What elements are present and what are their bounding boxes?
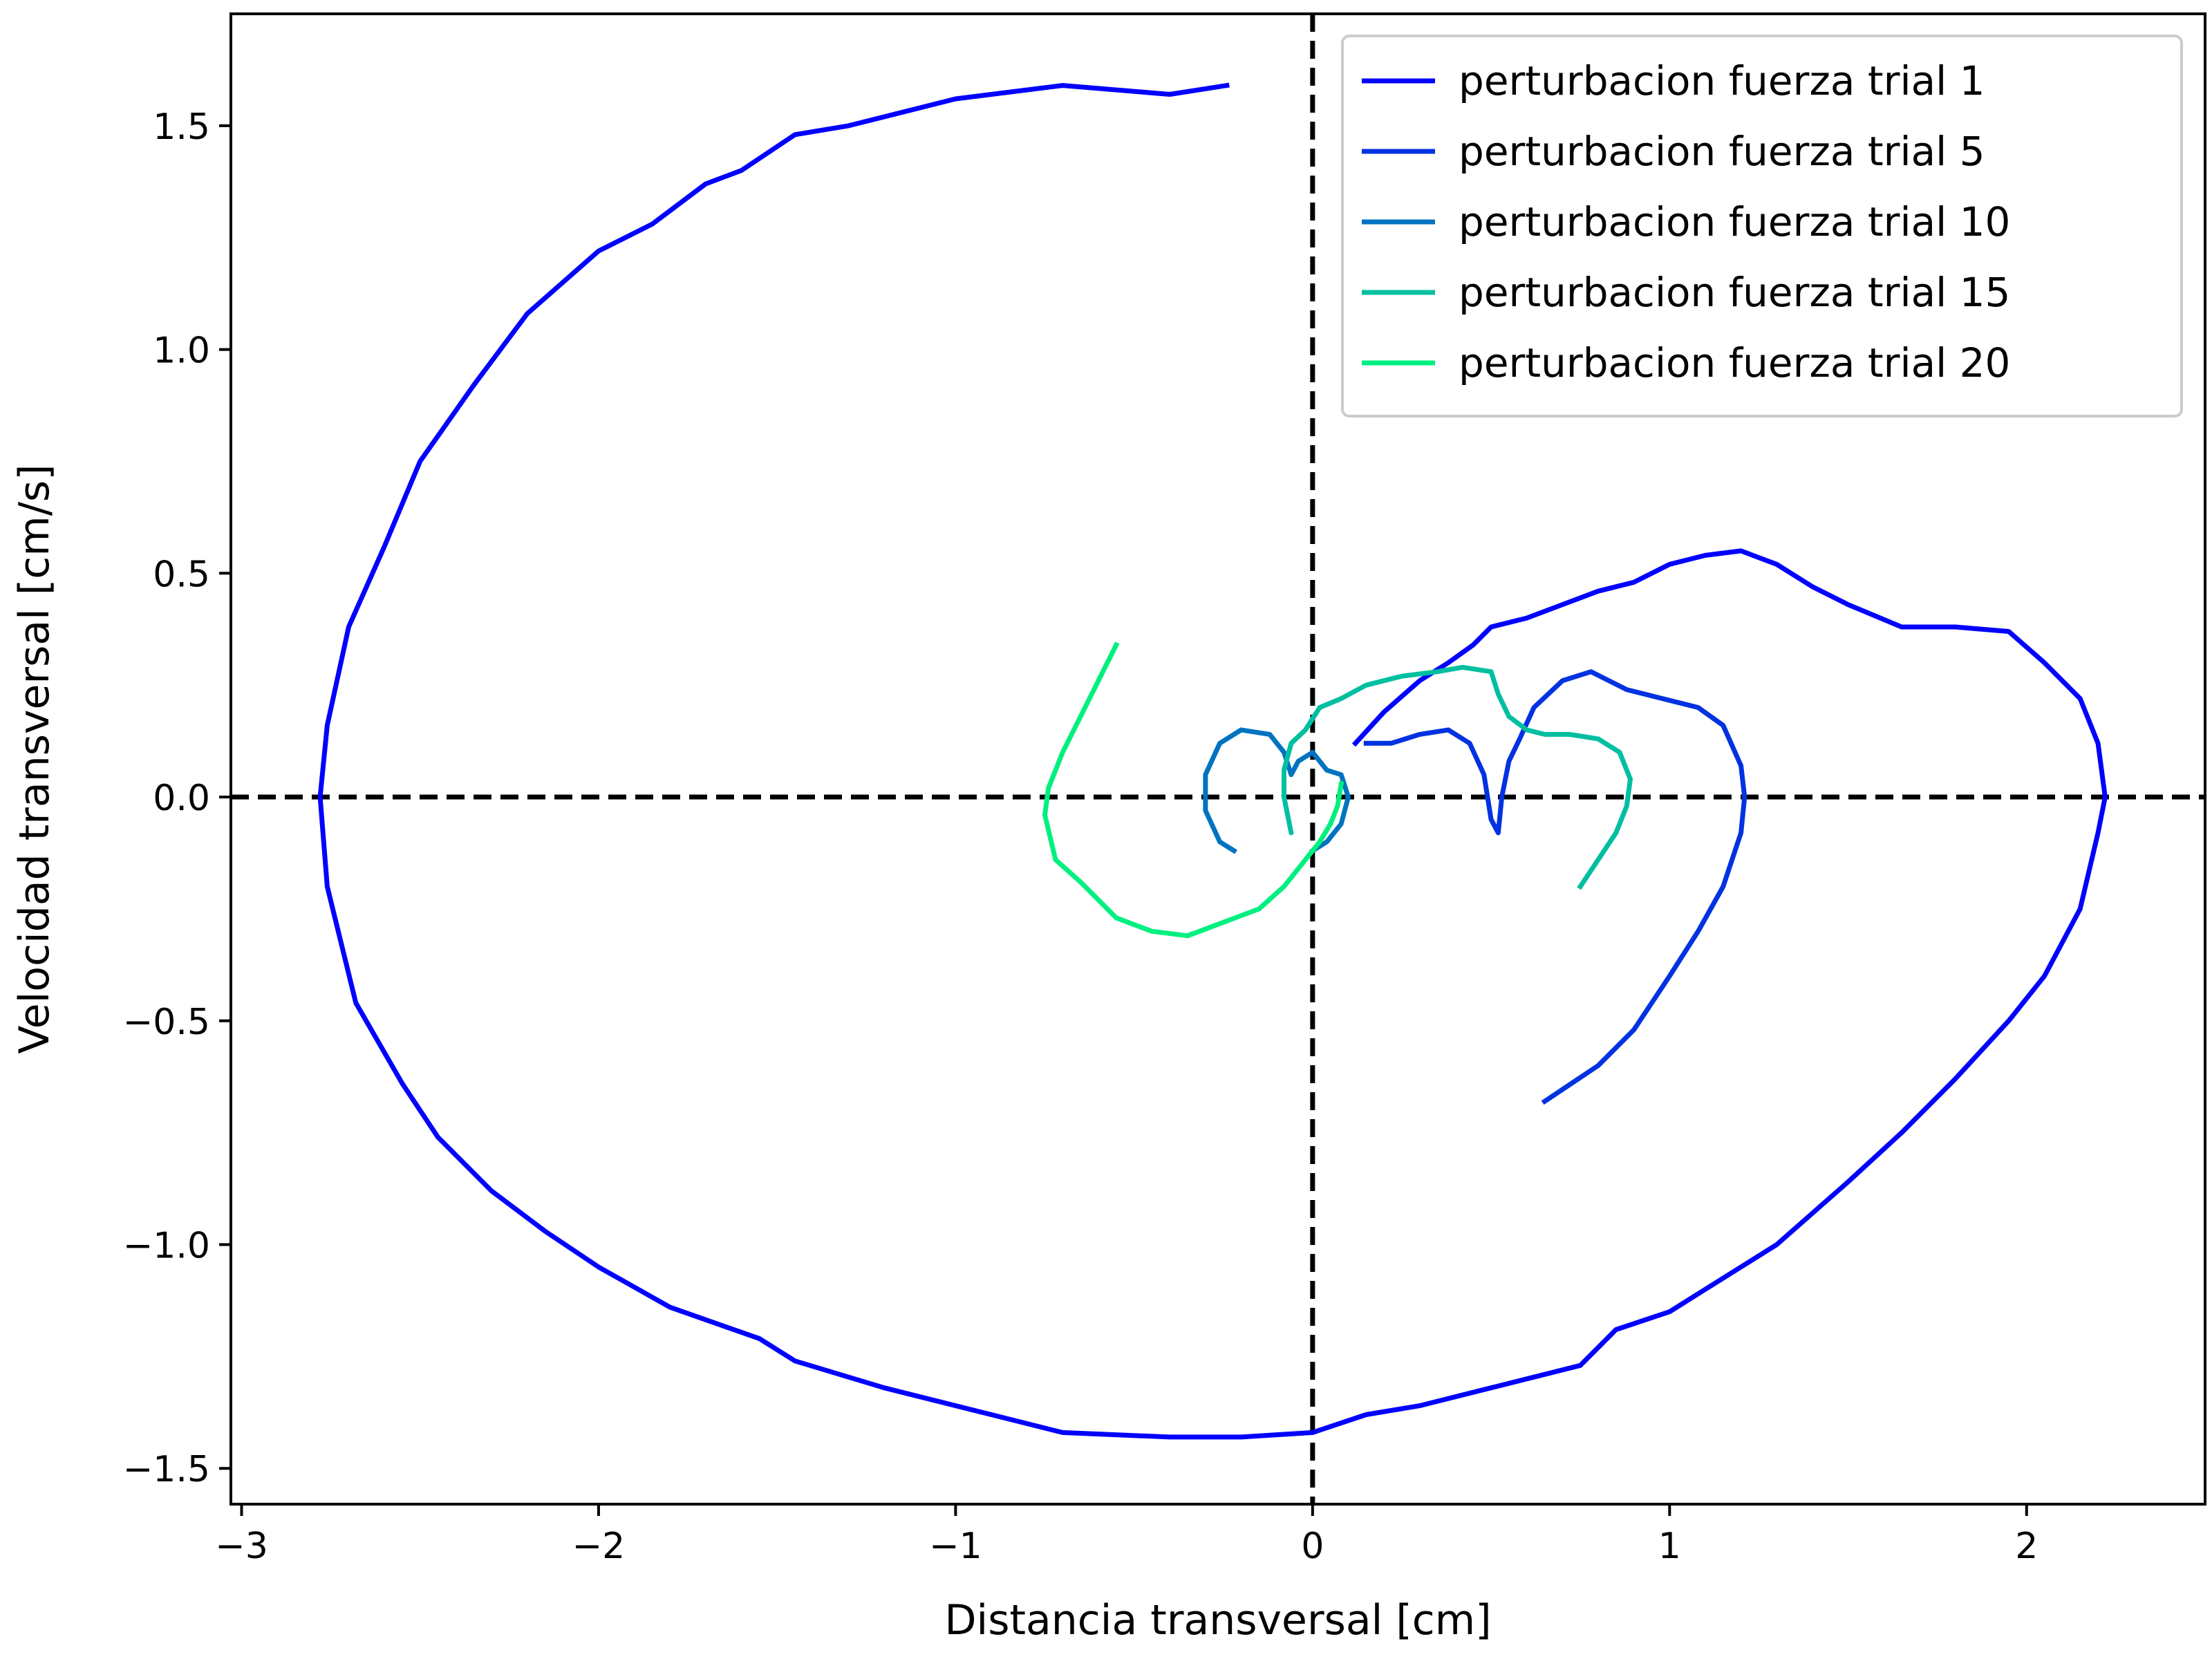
y-tick-label: 0.0 bbox=[153, 778, 210, 819]
legend-label-2: perturbacion fuerza trial 5 bbox=[1459, 128, 1985, 175]
y-tick-label: −1.0 bbox=[123, 1225, 210, 1266]
x-tick-label: 0 bbox=[1301, 1526, 1324, 1567]
y-tick-label: −1.5 bbox=[123, 1449, 210, 1490]
x-tick-label: −1 bbox=[929, 1526, 982, 1567]
legend-label-5: perturbacion fuerza trial 20 bbox=[1459, 339, 2010, 386]
legend-label-3: perturbacion fuerza trial 10 bbox=[1459, 198, 2010, 245]
y-tick-label: −0.5 bbox=[123, 1002, 210, 1043]
x-tick-label: −2 bbox=[572, 1526, 626, 1567]
x-tick-label: 2 bbox=[2015, 1526, 2038, 1567]
y-tick-label: 1.0 bbox=[153, 330, 210, 372]
legend: perturbacion fuerza trial 1 perturbacion … bbox=[1342, 36, 2182, 416]
legend-label-1: perturbacion fuerza trial 1 bbox=[1459, 57, 1985, 104]
legend-label-4: perturbacion fuerza trial 15 bbox=[1459, 269, 2010, 316]
y-axis-label: Velocidad transversal [cm/s] bbox=[10, 464, 59, 1053]
x-tick-label: −3 bbox=[215, 1526, 268, 1567]
y-tick-label: 1.5 bbox=[153, 106, 210, 148]
x-tick-label: 1 bbox=[1658, 1526, 1681, 1567]
x-axis-label: Distancia transversal [cm] bbox=[944, 1596, 1491, 1644]
y-tick-label: 0.5 bbox=[153, 554, 210, 595]
